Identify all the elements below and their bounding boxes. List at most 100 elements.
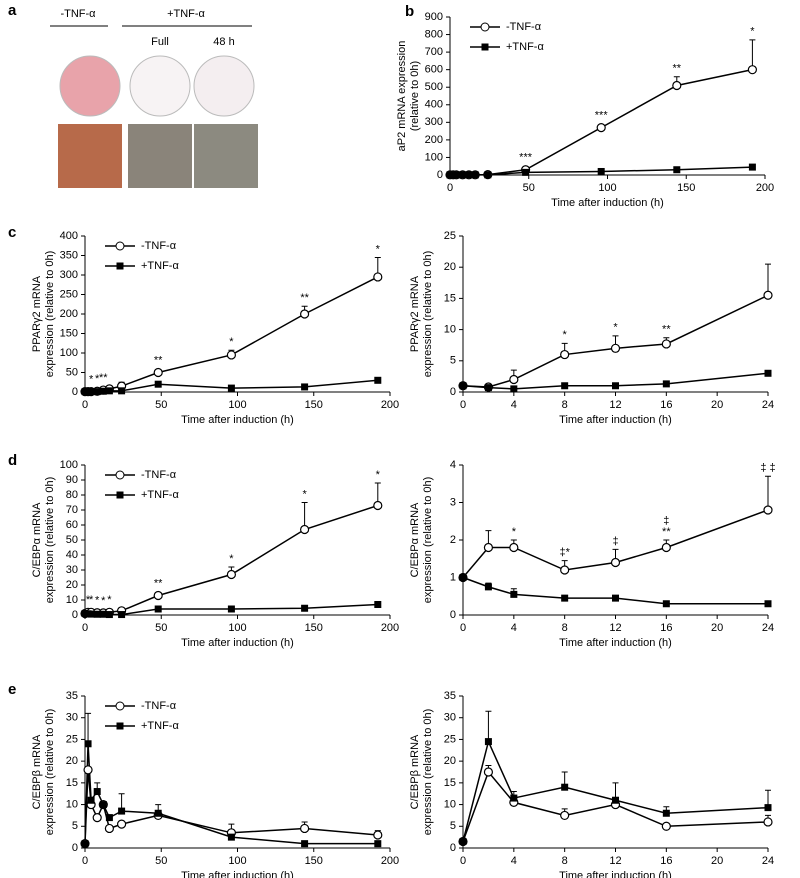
y-tick-label: 5 xyxy=(450,355,456,367)
y-tick-label: 0 xyxy=(450,386,456,398)
x-tick-label: 0 xyxy=(82,399,88,411)
y-tick-label: 0 xyxy=(72,386,78,398)
micrograph xyxy=(58,124,122,188)
y-axis-label: expression (relative to 0h) xyxy=(44,251,56,378)
x-tick-label: 100 xyxy=(228,399,246,411)
significance: * xyxy=(376,469,381,481)
point xyxy=(763,290,773,300)
point xyxy=(374,376,382,384)
y-tick-label: 25 xyxy=(444,230,456,242)
point xyxy=(465,171,473,179)
point xyxy=(661,542,671,553)
y-tick-label: 0 xyxy=(72,842,78,854)
dish-image xyxy=(129,55,191,117)
x-tick-label: 24 xyxy=(762,399,774,411)
point xyxy=(763,817,773,827)
y-tick-label: 900 xyxy=(425,11,443,23)
y-tick-label: 20 xyxy=(444,261,456,273)
x-tick-label: 20 xyxy=(711,855,723,867)
point xyxy=(596,122,606,133)
significance: * xyxy=(89,374,94,386)
point xyxy=(373,830,383,840)
point xyxy=(87,610,95,618)
y-axis-label: expression (relative to 0h) xyxy=(422,251,434,378)
point xyxy=(301,840,309,848)
y-tick-label: 30 xyxy=(66,712,78,724)
y-tick-label: 30 xyxy=(66,564,78,576)
point xyxy=(154,809,162,817)
point xyxy=(662,809,670,817)
significance: * xyxy=(107,594,112,606)
x-tick-label: 8 xyxy=(562,855,568,867)
point xyxy=(301,383,309,391)
significance: * xyxy=(95,373,100,385)
point xyxy=(118,807,126,815)
y-tick-label: 5 xyxy=(450,820,456,832)
x-tick-label: 16 xyxy=(660,855,672,867)
panel-letter: d xyxy=(8,452,17,469)
point xyxy=(99,801,107,809)
point xyxy=(483,542,494,553)
y-tick-label: 20 xyxy=(66,755,78,767)
point xyxy=(227,605,235,613)
point xyxy=(561,382,569,390)
x-tick-label: 20 xyxy=(711,399,723,411)
y-tick-label: 2 xyxy=(450,534,456,546)
legend-label: +TNF-α xyxy=(141,260,179,272)
point xyxy=(116,819,127,829)
y-axis-label: PPARγ2 mRNA xyxy=(409,275,421,352)
y-tick-label: 400 xyxy=(60,230,78,242)
point xyxy=(484,583,492,591)
y-tick-label: 300 xyxy=(60,269,78,281)
legend-label: -TNF-α xyxy=(141,240,177,252)
y-tick-label: 100 xyxy=(60,347,78,359)
point xyxy=(560,810,570,821)
significance: * xyxy=(302,488,307,500)
x-tick-label: 16 xyxy=(660,399,672,411)
point xyxy=(673,166,681,174)
significance: * xyxy=(95,595,100,607)
y-tick-label: 800 xyxy=(425,28,443,40)
column-header: Full xyxy=(151,36,169,48)
x-tick-label: 8 xyxy=(562,399,568,411)
x-tick-label: 24 xyxy=(762,622,774,634)
point xyxy=(154,380,162,388)
x-tick-label: 12 xyxy=(609,855,621,867)
y-tick-label: 200 xyxy=(425,134,443,146)
point xyxy=(509,374,519,385)
significance: ‡ xyxy=(612,535,618,547)
legend-label: +TNF-α xyxy=(506,41,544,53)
y-tick-label: 0 xyxy=(72,609,78,621)
significance: ** xyxy=(662,324,671,336)
y-tick-label: 600 xyxy=(425,64,443,76)
y-tick-label: 40 xyxy=(66,549,78,561)
point xyxy=(93,610,101,618)
point xyxy=(484,738,492,746)
point xyxy=(81,840,89,848)
point xyxy=(612,594,619,602)
point xyxy=(510,794,518,802)
point xyxy=(300,524,310,535)
error-bar xyxy=(485,710,492,742)
x-axis-label: Time after induction (h) xyxy=(559,870,672,878)
x-tick-label: 150 xyxy=(677,182,695,194)
x-tick-label: 200 xyxy=(381,855,399,867)
x-tick-label: 150 xyxy=(305,855,323,867)
y-tick-label: 400 xyxy=(425,99,443,111)
x-axis-label: Time after induction (h) xyxy=(181,870,294,878)
y-tick-label: 15 xyxy=(444,292,456,304)
point xyxy=(459,837,467,845)
y-tick-label: 35 xyxy=(444,690,456,702)
y-tick-label: 20 xyxy=(444,755,456,767)
x-tick-label: 24 xyxy=(762,855,774,867)
y-tick-label: 35 xyxy=(66,690,78,702)
x-tick-label: 12 xyxy=(609,399,621,411)
y-axis-label: expression (relative to 0h) xyxy=(422,709,434,836)
point xyxy=(226,569,236,580)
x-tick-label: 100 xyxy=(598,182,616,194)
x-axis-label: Time after induction (h) xyxy=(559,414,672,426)
y-tick-label: 30 xyxy=(444,712,456,724)
error-bar xyxy=(765,475,771,510)
x-tick-label: 0 xyxy=(82,622,88,634)
